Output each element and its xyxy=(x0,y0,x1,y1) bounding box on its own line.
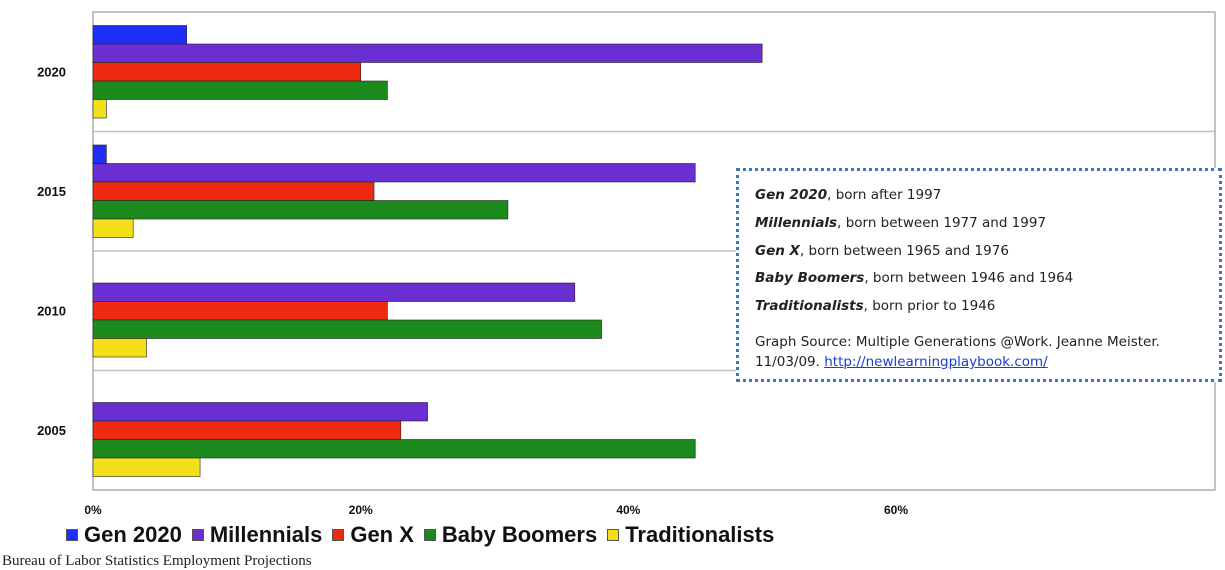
y-tick-label: 2020 xyxy=(37,64,66,79)
bar-baby-boomers-2010 xyxy=(92,319,602,339)
legend-item-baby-boomers: Baby Boomers xyxy=(423,522,598,548)
definition-term: Traditionalists xyxy=(755,298,864,315)
definition-term: Millennials xyxy=(755,214,838,231)
bar-gen-x-2005 xyxy=(92,420,402,440)
bar-traditionalists-2020 xyxy=(92,99,107,119)
definition-term: Baby Boomers xyxy=(755,270,865,287)
graph-source-link[interactable]: http://newlearningplaybook.com/ xyxy=(824,353,1048,370)
legend-label: Gen X xyxy=(350,522,414,547)
bar-traditionalists-2010 xyxy=(92,338,147,358)
bar-baby-boomers-2020 xyxy=(92,80,388,100)
definition-gen-x: Gen X, born between 1965 and 1976 xyxy=(755,241,1207,269)
x-tick-label: 60% xyxy=(884,503,908,517)
bar-millennials-2005 xyxy=(92,402,428,422)
legend-label: Traditionalists xyxy=(625,522,775,547)
legend-item-traditionalists: Traditionalists xyxy=(607,522,774,548)
y-tick-label: 2010 xyxy=(37,303,66,318)
bar-baby-boomers-2015 xyxy=(92,200,509,220)
x-tick-label: 40% xyxy=(616,503,640,517)
legend-item-millennials: Millennials xyxy=(191,522,323,548)
definition-gen-2020: Gen 2020, born after 1997 xyxy=(755,185,1207,213)
bar-gen-x-2020 xyxy=(92,62,361,82)
bar-traditionalists-2015 xyxy=(92,218,134,238)
generation-definitions-box: Gen 2020, born after 1997 Millennials, b… xyxy=(736,168,1222,382)
legend-swatch xyxy=(66,529,78,541)
bar-gen-x-2010 xyxy=(92,301,388,321)
chart-legend: Gen 2020 Millennials Gen X Baby Boomers … xyxy=(66,522,784,548)
definition-term: Gen 2020 xyxy=(755,187,828,203)
definition-text: , born between 1977 and 1997 xyxy=(837,214,1047,231)
x-tick-label: 20% xyxy=(349,503,373,517)
definition-text: , born between 1946 and 1964 xyxy=(864,270,1074,287)
bar-baby-boomers-2005 xyxy=(92,439,696,459)
bar-millennials-2015 xyxy=(92,163,696,183)
definition-text: , born after 1997 xyxy=(827,187,942,203)
y-tick-label: 2015 xyxy=(37,184,66,199)
definition-text: , born prior to 1946 xyxy=(863,298,996,315)
definition-text: , born between 1965 and 1976 xyxy=(799,242,1009,259)
bar-gen-x-2015 xyxy=(92,181,375,201)
bar-gen-2020-2020 xyxy=(92,25,187,45)
bar-millennials-2020 xyxy=(92,43,763,63)
legend-label: Baby Boomers xyxy=(441,522,598,547)
legend-item-gen-x: Gen X xyxy=(332,522,414,548)
definition-term: Gen X xyxy=(755,242,800,259)
bar-gen-2020-2015 xyxy=(92,144,107,164)
source-caption: Bureau of Labor Statistics Employment Pr… xyxy=(2,553,312,569)
legend-swatch xyxy=(423,529,436,541)
definition-traditionalists: Traditionalists, born prior to 1946 xyxy=(755,296,1207,324)
legend-swatch xyxy=(607,529,620,541)
definition-millennials: Millennials, born between 1977 and 1997 xyxy=(755,213,1207,241)
y-tick-label: 2005 xyxy=(37,423,66,438)
definition-baby-boomers: Baby Boomers, born between 1946 and 1964 xyxy=(755,268,1207,296)
bar-millennials-2010 xyxy=(92,282,576,302)
legend-label: Gen 2020 xyxy=(84,522,182,547)
graph-source-text: Graph Source: Multiple Generations @Work… xyxy=(755,333,1160,370)
legend-swatch xyxy=(191,529,204,541)
bar-traditionalists-2005 xyxy=(92,457,201,477)
graph-source-note: Graph Source: Multiple Generations @Work… xyxy=(755,332,1207,372)
legend-label: Millennials xyxy=(209,522,323,547)
legend-item-gen-2020: Gen 2020 xyxy=(66,522,182,548)
legend-swatch xyxy=(332,529,345,541)
x-tick-label: 0% xyxy=(84,503,102,517)
